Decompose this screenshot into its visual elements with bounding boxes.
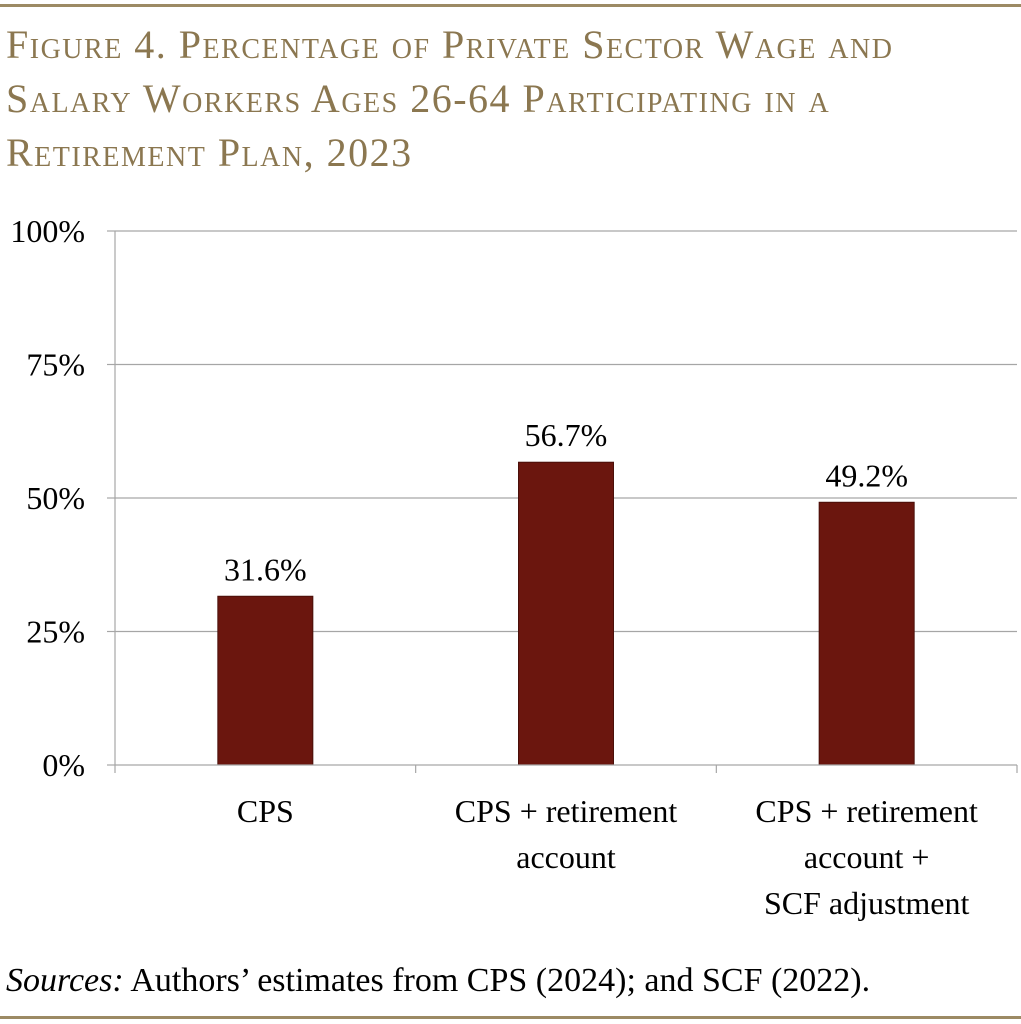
data-label-2: 56.7% <box>525 417 608 453</box>
category-label-2-line-2: account <box>516 839 616 875</box>
data-label-3: 49.2% <box>825 457 908 493</box>
bars <box>217 461 915 766</box>
x-axis <box>114 231 1018 773</box>
bottom-rule <box>0 1016 1021 1019</box>
y-tick-label-100: 100% <box>10 213 85 249</box>
data-label-1: 31.6% <box>224 551 307 587</box>
source-note: Sources: Authors’ estimates from CPS (20… <box>6 962 1018 1000</box>
category-label-1-line-1: CPS <box>237 793 294 829</box>
source-label: Sources: <box>6 962 124 999</box>
top-rule <box>0 4 1021 7</box>
category-label-3-line-1: CPS + retirement <box>755 793 978 829</box>
y-tick-label-50: 50% <box>26 480 85 516</box>
category-label-3-line-3: SCF adjustment <box>764 885 969 921</box>
y-tick-label-75: 75% <box>26 347 85 383</box>
category-label-3-line-2: account + <box>804 839 930 875</box>
y-axis-ticks: 0% 25% 50% 75% 100% <box>10 213 115 783</box>
bar-1 <box>217 595 314 766</box>
source-text: Authors’ estimates from CPS (2024); and … <box>123 962 871 999</box>
category-label-2-line-1: CPS + retirement <box>455 793 678 829</box>
category-labels: CPS CPS + retirement account CPS + retireme… <box>237 793 978 921</box>
bar-2 <box>518 461 614 766</box>
y-tick-label-25: 25% <box>26 614 85 650</box>
figure-title: Figure 4. Percentage of Private Sector W… <box>6 22 894 175</box>
bar-3 <box>818 501 915 766</box>
data-labels: 31.6% 56.7% 49.2% <box>224 417 908 587</box>
y-tick-label-0: 0% <box>42 747 85 783</box>
